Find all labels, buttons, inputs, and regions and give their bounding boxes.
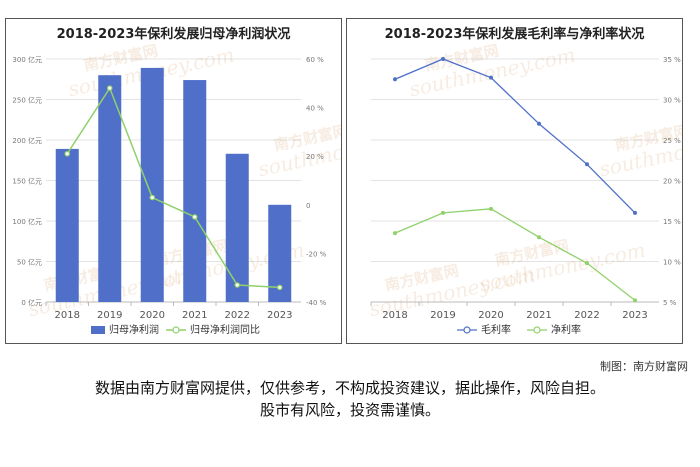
left-y-tick: 200 亿元 bbox=[12, 136, 42, 145]
legend-line-marker bbox=[172, 326, 180, 334]
bar-2023 bbox=[268, 204, 292, 302]
series-0-point-2022 bbox=[585, 162, 589, 167]
yoy-point-2021 bbox=[191, 214, 198, 220]
bar-2022 bbox=[225, 153, 249, 302]
legend-bar-swatch bbox=[91, 326, 105, 334]
right-y-tick: -20 % bbox=[306, 250, 327, 258]
yoy-point-2018 bbox=[64, 150, 71, 157]
x-tick-label: 2023 bbox=[267, 310, 292, 321]
right-y-tick: 35 % bbox=[663, 56, 681, 64]
x-tick-label: 2019 bbox=[97, 310, 122, 321]
series-1-point-2022 bbox=[585, 261, 589, 266]
profit-chart: 0 亿元 50 亿元 100 亿元 150 亿元 200 亿元 250 亿元 300 亿元 -… bbox=[12, 41, 341, 336]
right-y-tick: 0 bbox=[306, 202, 310, 210]
series-line-0 bbox=[394, 58, 636, 214]
x-tick-label: 2018 bbox=[55, 310, 80, 321]
right-y-tick: 20 % bbox=[663, 178, 681, 186]
series-1-point-2018 bbox=[393, 231, 397, 236]
x-tick-label: 2021 bbox=[526, 310, 551, 321]
x-tick-label: 2023 bbox=[622, 310, 647, 321]
yoy-line bbox=[66, 86, 280, 289]
chart-credit: 制图：南方财富网 bbox=[600, 360, 688, 373]
disclaimer: 数据由南方财富网提供，仅供参考，不构成投资建议，据此操作，风险自担。 股市有风险… bbox=[0, 377, 700, 421]
yoy-point-2022 bbox=[234, 282, 241, 288]
x-tick-label: 2022 bbox=[225, 310, 250, 321]
series-0-point-2018 bbox=[393, 77, 397, 82]
left-y-tick: 150 亿元 bbox=[12, 177, 42, 186]
bar-2019 bbox=[98, 75, 122, 302]
x-tick-label: 2021 bbox=[182, 310, 207, 321]
x-tick-label: 2022 bbox=[574, 310, 599, 321]
right-y-tick: 60 % bbox=[306, 56, 324, 64]
bar-2020 bbox=[140, 67, 164, 302]
x-tick-label: 2020 bbox=[140, 310, 165, 321]
margin-chart-panel: 5 % 10 % 15 % 20 % 25 % 30 % 35 % 南方财富网 southmon… bbox=[346, 18, 683, 344]
margin-chart: 5 % 10 % 15 % 20 % 25 % 30 % 35 % 南方财富网southmon… bbox=[367, 41, 682, 336]
legend-bar-label: 归母净利润 bbox=[109, 323, 159, 336]
yoy-point-2023 bbox=[276, 284, 283, 291]
margin-chart-title: 2018-2023年保利发展毛利率与净利率状况 bbox=[384, 27, 645, 42]
yoy-point-2019 bbox=[106, 85, 113, 91]
legend-marker-1 bbox=[533, 326, 541, 334]
bar-2018 bbox=[55, 148, 79, 302]
series-1-point-2020 bbox=[489, 206, 493, 211]
right-y-tick: 5 % bbox=[663, 299, 677, 307]
yoy-point-2020 bbox=[149, 194, 156, 201]
right-y-tick: 30 % bbox=[663, 97, 681, 105]
x-tick-label: 2019 bbox=[430, 310, 455, 321]
series-0-point-2021 bbox=[537, 121, 541, 126]
legend-line-label: 归母净利润同比 bbox=[190, 323, 260, 336]
disclaimer-line-1: 数据由南方财富网提供，仅供参考，不构成投资建议，据此操作，风险自担。 bbox=[94, 379, 605, 397]
legend-label-0: 毛利率 bbox=[481, 323, 511, 336]
left-y-tick: 100 亿元 bbox=[12, 217, 42, 226]
series-1-point-2023 bbox=[633, 298, 637, 303]
right-y-tick: 15 % bbox=[663, 218, 681, 226]
right-y-tick: 20 % bbox=[306, 153, 324, 161]
x-tick-label: 2020 bbox=[478, 310, 503, 321]
series-1-point-2021 bbox=[537, 235, 541, 240]
right-y-tick: 10 % bbox=[663, 259, 681, 267]
bar-2021 bbox=[183, 80, 207, 302]
profit-chart-title: 2018-2023年保利发展归母净利润状况 bbox=[56, 27, 291, 42]
left-y-tick: 0 亿元 bbox=[21, 298, 42, 307]
legend-label-1: 净利率 bbox=[551, 323, 581, 336]
series-1-point-2019 bbox=[441, 210, 445, 215]
series-line-1 bbox=[394, 208, 636, 301]
right-y-tick: -40 % bbox=[306, 299, 327, 307]
legend-marker-0 bbox=[463, 326, 471, 334]
series-0-point-2019 bbox=[441, 57, 445, 61]
profit-chart-panel: 0 亿元 50 亿元 100 亿元 150 亿元 200 亿元 250 亿元 300 亿元 -… bbox=[5, 18, 342, 344]
left-y-tick: 50 亿元 bbox=[17, 258, 42, 267]
x-tick-label: 2018 bbox=[382, 310, 407, 321]
series-0-point-2020 bbox=[489, 75, 493, 80]
left-y-tick: 250 亿元 bbox=[12, 96, 42, 105]
right-y-tick: 25 % bbox=[663, 137, 681, 145]
series-0-point-2023 bbox=[633, 210, 637, 215]
right-y-tick: 40 % bbox=[306, 105, 324, 113]
left-y-tick: 300 亿元 bbox=[12, 55, 42, 64]
disclaimer-line-2: 股市有风险，投资需谨慎。 bbox=[259, 401, 440, 419]
